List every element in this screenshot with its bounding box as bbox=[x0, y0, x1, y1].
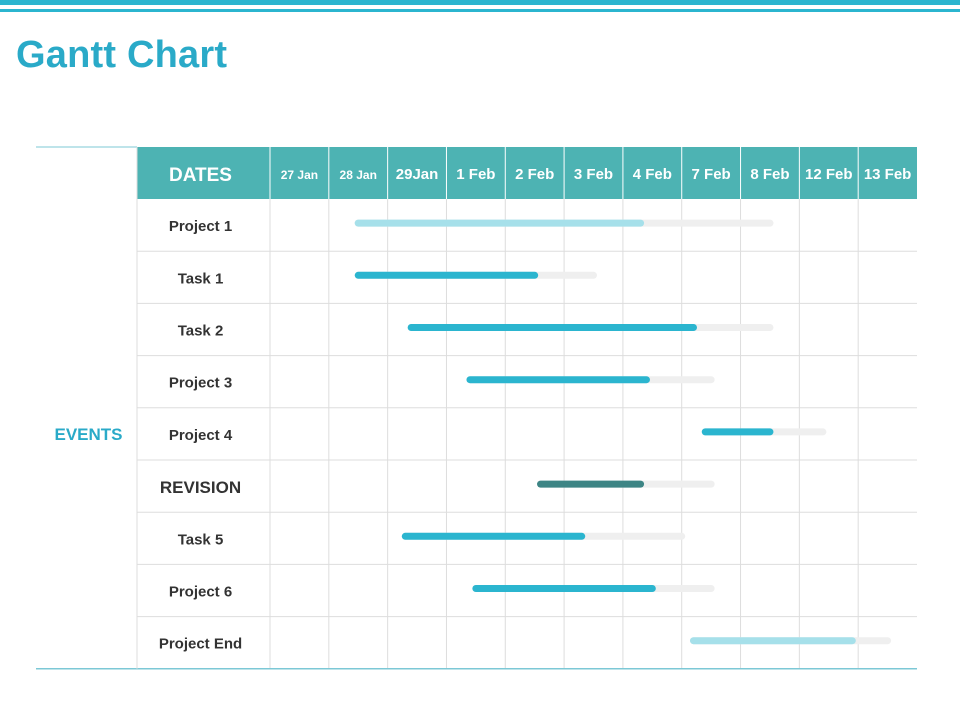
top-rule bbox=[0, 0, 960, 5]
events-label: EVENTS bbox=[54, 425, 122, 444]
date-tick-label: 8 Feb bbox=[750, 166, 789, 183]
header-band bbox=[137, 147, 917, 199]
row-label: REVISION bbox=[160, 478, 241, 497]
row-label: Project End bbox=[159, 636, 242, 653]
top-rule-thin bbox=[0, 9, 960, 12]
page-title: Gantt Chart bbox=[16, 34, 228, 76]
date-tick-label: 13 Feb bbox=[864, 166, 912, 183]
dates-header-label: DATES bbox=[169, 165, 232, 186]
date-tick-label: 28 Jan bbox=[340, 168, 377, 182]
row-label: Project 6 bbox=[169, 584, 232, 601]
date-tick-label: 3 Feb bbox=[574, 166, 613, 183]
row-label: Task 1 bbox=[178, 270, 224, 287]
row-label: Project 3 bbox=[169, 375, 232, 392]
date-tick-label: 4 Feb bbox=[633, 166, 672, 183]
date-tick-label: 27 Jan bbox=[281, 168, 318, 182]
row-label: Task 2 bbox=[178, 323, 224, 340]
row-label: Project 1 bbox=[169, 218, 232, 235]
row-label: Task 5 bbox=[178, 531, 224, 548]
date-tick-label: 2 Feb bbox=[515, 166, 554, 183]
row-label: Project 4 bbox=[169, 427, 233, 444]
date-tick-label: 12 Feb bbox=[805, 166, 853, 183]
date-tick-label: 1 Feb bbox=[456, 166, 495, 183]
date-tick-label: 29Jan bbox=[396, 166, 439, 183]
date-tick-label: 7 Feb bbox=[692, 166, 731, 183]
